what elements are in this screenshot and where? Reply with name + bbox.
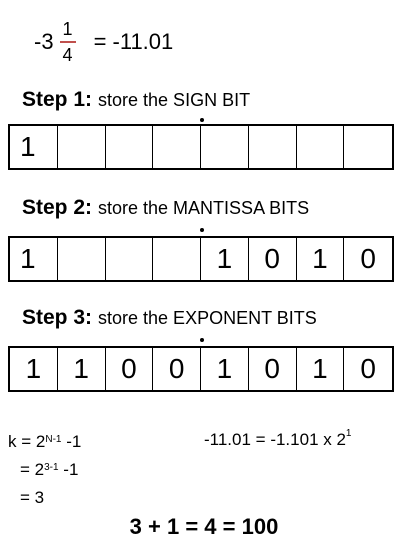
bit-cell: 1 xyxy=(58,348,106,390)
bit-cell xyxy=(58,126,106,168)
bit-cell: 1 xyxy=(10,126,58,168)
binary-equivalent: = -11.01 xyxy=(93,29,174,54)
step-1-midpoint-dot xyxy=(200,118,204,122)
step-2-midpoint-dot xyxy=(200,228,204,232)
bit-cell: 0 xyxy=(360,243,376,274)
bias-line-1-exponent: N-1 xyxy=(45,434,62,445)
bit-cell xyxy=(153,238,201,280)
exponent-result: 3 + 1 = 4 = 100 xyxy=(129,514,279,539)
bias-calculation: k = 2N-1 -1 = 23-1 -1 = 3 xyxy=(8,428,81,512)
bit-cell: 0 xyxy=(153,348,201,390)
step-2-label: Step 2: xyxy=(22,196,93,219)
bit-cell xyxy=(201,126,249,168)
step-2-bit-row: 1 1 0 1 0 xyxy=(8,236,394,282)
normalized-form: -11.01 = -1.101 x 21 xyxy=(204,428,352,450)
bit-cell xyxy=(153,126,201,168)
step-3-heading: Step 3: store the EXPONENT BITS xyxy=(22,306,317,330)
bit-cell: 1 xyxy=(297,238,345,280)
bit-cell: 0 xyxy=(249,238,297,280)
bias-line-2-base: = 2 xyxy=(20,460,45,479)
step-3-description: store the EXPONENT BITS xyxy=(98,308,317,328)
step-3-midpoint-dot xyxy=(200,338,204,342)
bit-cell xyxy=(344,126,392,168)
bit-cell: 1 xyxy=(201,238,249,280)
bit-cell xyxy=(106,238,154,280)
bias-line-2-suffix: -1 xyxy=(58,460,79,479)
whole-part: -3 xyxy=(34,29,54,54)
bit-cell xyxy=(249,126,297,168)
fraction-bar xyxy=(59,41,76,43)
bias-line-1: k = 2N-1 -1 xyxy=(8,428,81,456)
bit-cell: 1 xyxy=(10,238,58,280)
fraction: 1 4 xyxy=(59,19,76,65)
step-1-heading: Step 1: store the SIGN BIT xyxy=(22,88,250,112)
step-3-bit-row: 1 1 0 0 1 0 1 0 xyxy=(8,346,394,392)
step-1-bit-row: 1 xyxy=(8,124,394,170)
bit-cell: 1 xyxy=(201,348,249,390)
step-1-label: Step 1: xyxy=(22,88,93,111)
normalized-text: -11.01 = -1.101 x 2 xyxy=(204,430,346,449)
header-equation: -3 1 4 = -11.01 xyxy=(34,18,173,66)
bit-cell: 0 xyxy=(106,348,154,390)
bit-cell xyxy=(106,126,154,168)
step-1-description: store the SIGN BIT xyxy=(98,90,251,110)
bit-cell xyxy=(297,126,345,168)
bias-line-3: = 3 xyxy=(20,488,45,507)
bias-line-2: = 23-1 -1 xyxy=(8,456,81,484)
fraction-numerator: 1 xyxy=(62,19,73,40)
bias-line-2-exponent: 3-1 xyxy=(44,462,59,473)
bit-cell: 0 xyxy=(360,353,376,384)
bit-cell: 1 xyxy=(297,348,345,390)
bias-line-1-suffix: -1 xyxy=(61,432,82,451)
step-2-description: store the MANTISSA BITS xyxy=(98,198,310,218)
bias-line-1-base: k = 2 xyxy=(8,432,46,451)
step-3-label: Step 3: xyxy=(22,306,93,329)
bit-cell xyxy=(58,238,106,280)
fraction-denominator: 4 xyxy=(62,44,73,65)
normalized-exponent: 1 xyxy=(345,428,352,439)
step-2-heading: Step 2: store the MANTISSA BITS xyxy=(22,196,309,220)
bit-cell: 0 xyxy=(249,348,297,390)
bit-cell: 1 xyxy=(10,348,58,390)
